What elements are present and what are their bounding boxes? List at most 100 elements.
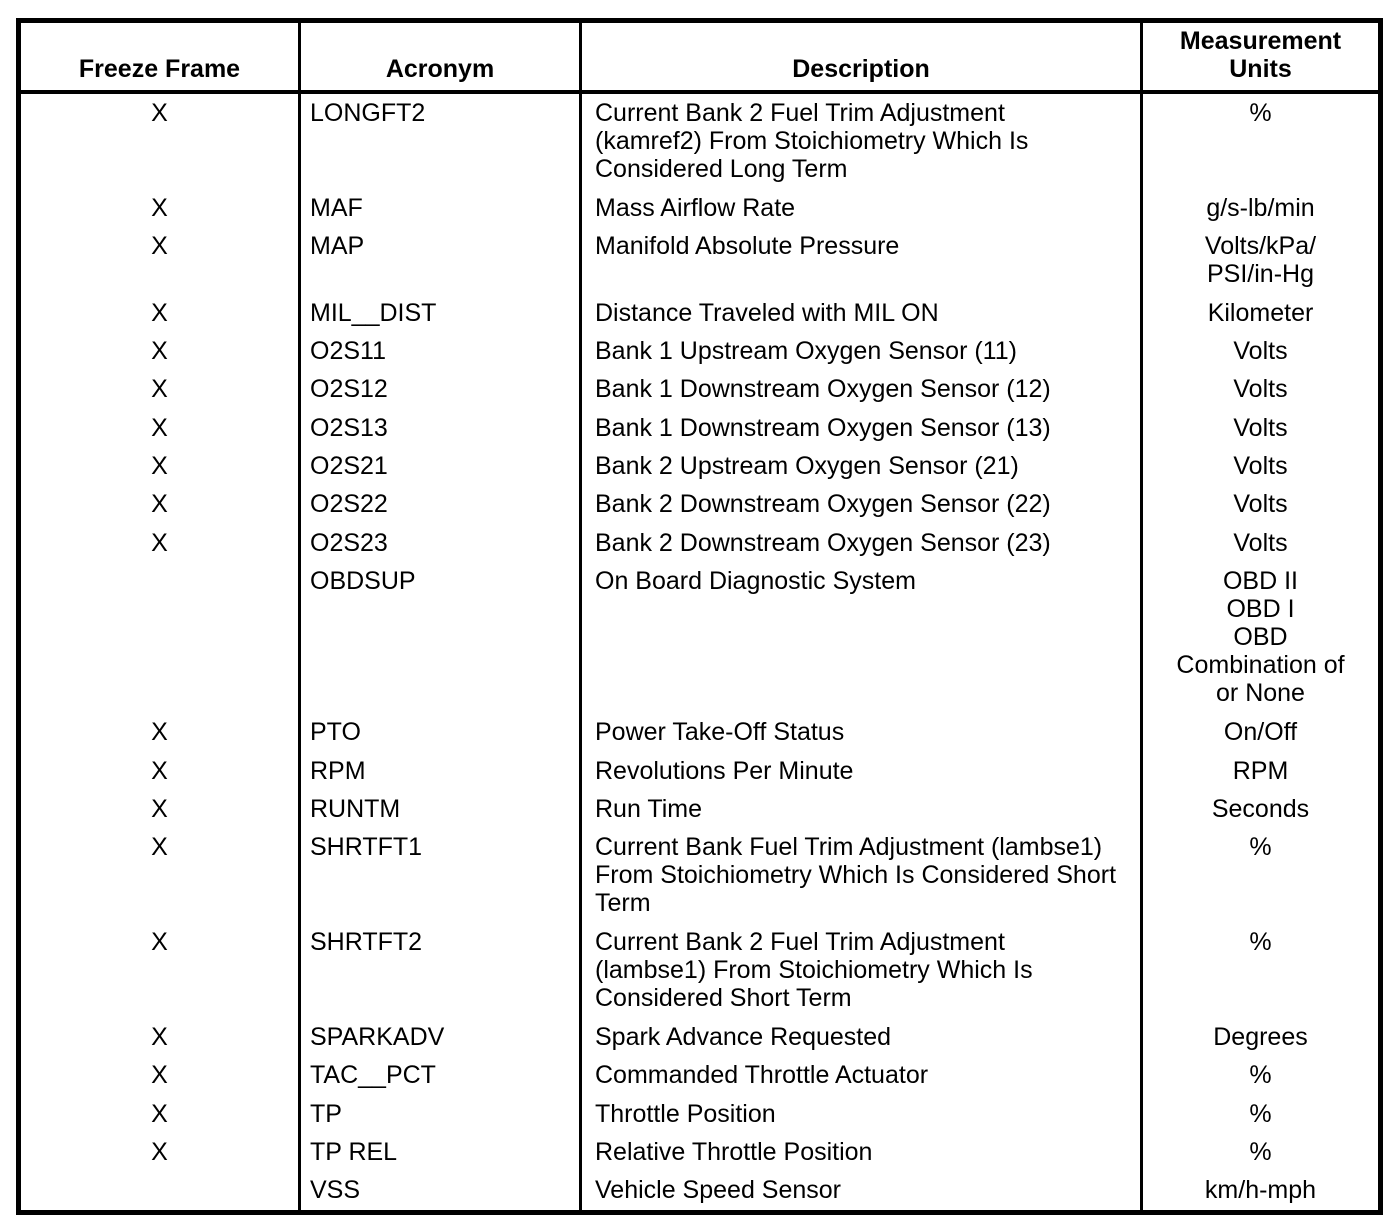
table-row: X O2S23 Bank 2 Downstream Oxygen Sensor … [17, 523, 1382, 563]
acronym-cell: RPM [298, 751, 582, 791]
description-cell: Mass Airflow Rate [579, 188, 1143, 228]
units-cell: % [1140, 828, 1382, 924]
description-cell: Manifold Absolute Pressure [579, 227, 1143, 294]
table-row: X O2S12 Bank 1 Downstream Oxygen Sensor … [17, 370, 1382, 409]
table-row: X O2S13 Bank 1 Downstream Oxygen Sensor … [17, 408, 1382, 448]
table-row: X MIL__DIST Distance Traveled with MIL O… [17, 293, 1382, 333]
freeze-frame-cell [17, 1171, 301, 1213]
freeze-frame-cell: X [17, 92, 301, 189]
table-row: X MAP Manifold Absolute Pressure Volts/k… [17, 227, 1382, 294]
units-cell: RPM [1140, 751, 1382, 791]
table-row: X RUNTM Run Time Seconds [17, 790, 1382, 829]
header-freeze-frame: Freeze Frame [17, 20, 301, 94]
acronym-cell: MIL__DIST [298, 293, 582, 333]
table-row: X LONGFT2 Current Bank 2 Fuel Trim Adjus… [17, 92, 1382, 189]
units-cell: Volts [1140, 485, 1382, 524]
description-cell: Distance Traveled with MIL ON [579, 293, 1143, 333]
acronym-cell: SPARKADV [298, 1018, 582, 1057]
table-row: VSS Vehicle Speed Sensor km/h-mph [17, 1171, 1382, 1213]
table-row: X TP Throttle Position % [17, 1094, 1382, 1134]
acronym-cell: O2S12 [298, 370, 582, 409]
units-cell: Seconds [1140, 790, 1382, 829]
freeze-frame-cell: X [17, 923, 301, 1019]
units-cell: Volts [1140, 447, 1382, 486]
table-row: X PTO Power Take-Off Status On/Off [17, 713, 1382, 752]
description-cell: Bank 1 Downstream Oxygen Sensor (12) [579, 370, 1143, 409]
acronym-cell: VSS [298, 1171, 582, 1213]
table-row: X SHRTFT2 Current Bank 2 Fuel Trim Adjus… [17, 923, 1382, 1019]
units-cell: % [1140, 923, 1382, 1019]
table-row: X TP REL Relative Throttle Position % [17, 1133, 1382, 1172]
description-cell: Spark Advance Requested [579, 1018, 1143, 1057]
acronym-cell: O2S23 [298, 523, 582, 563]
acronym-cell: RUNTM [298, 790, 582, 829]
acronym-cell: OBDSUP [298, 562, 582, 714]
acronym-cell: O2S22 [298, 485, 582, 524]
freeze-frame-cell: X [17, 370, 301, 409]
acronym-cell: SHRTFT1 [298, 828, 582, 924]
description-cell: Bank 2 Downstream Oxygen Sensor (22) [579, 485, 1143, 524]
units-cell: g/s-lb/min [1140, 188, 1382, 228]
description-cell: On Board Diagnostic System [579, 562, 1143, 714]
units-cell: % [1140, 1094, 1382, 1134]
description-cell: Commanded Throttle Actuator [579, 1056, 1143, 1095]
freeze-frame-cell: X [17, 1018, 301, 1057]
acronym-cell: TP [298, 1094, 582, 1134]
units-cell: % [1140, 1056, 1382, 1095]
header-measurement-units: Measurement Units [1140, 20, 1382, 94]
header-row: Freeze Frame Acronym Description Measure… [17, 20, 1382, 94]
acronym-cell: O2S21 [298, 447, 582, 486]
table-row: X SHRTFT1 Current Bank Fuel Trim Adjustm… [17, 828, 1382, 924]
description-cell: Bank 1 Upstream Oxygen Sensor (11) [579, 332, 1143, 371]
description-cell: Relative Throttle Position [579, 1133, 1143, 1172]
freeze-frame-cell: X [17, 828, 301, 924]
units-cell: Volts [1140, 523, 1382, 563]
units-cell: Volts [1140, 370, 1382, 409]
description-cell: Current Bank Fuel Trim Adjustment (lambs… [579, 828, 1143, 924]
acronym-cell: SHRTFT2 [298, 923, 582, 1019]
units-cell: km/h-mph [1140, 1171, 1382, 1213]
units-cell: % [1140, 92, 1382, 189]
freeze-frame-cell [17, 562, 301, 714]
units-cell: Kilometer [1140, 293, 1382, 333]
freeze-frame-cell: X [17, 1094, 301, 1134]
units-cell: Volts [1140, 408, 1382, 448]
table-row: X MAF Mass Airflow Rate g/s-lb/min [17, 188, 1382, 228]
table-row: OBDSUP On Board Diagnostic System OBD II… [17, 562, 1382, 714]
table-row: X SPARKADV Spark Advance Requested Degre… [17, 1018, 1382, 1057]
freeze-frame-cell: X [17, 1056, 301, 1095]
units-cell: Degrees [1140, 1018, 1382, 1057]
freeze-frame-cell: X [17, 332, 301, 371]
table-body: X LONGFT2 Current Bank 2 Fuel Trim Adjus… [17, 92, 1382, 1213]
freeze-frame-cell: X [17, 1133, 301, 1172]
table-row: X O2S11 Bank 1 Upstream Oxygen Sensor (1… [17, 332, 1382, 371]
description-cell: Revolutions Per Minute [579, 751, 1143, 791]
freeze-frame-cell: X [17, 790, 301, 829]
acronym-cell: TP REL [298, 1133, 582, 1172]
table-row: X TAC__PCT Commanded Throttle Actuator % [17, 1056, 1382, 1095]
acronym-cell: TAC__PCT [298, 1056, 582, 1095]
freeze-frame-cell: X [17, 293, 301, 333]
header-acronym: Acronym [298, 20, 582, 94]
description-cell: Current Bank 2 Fuel Trim Adjustment (kam… [579, 92, 1143, 189]
units-cell: Volts/kPa/ PSI/in-Hg [1140, 227, 1382, 294]
units-cell: On/Off [1140, 713, 1382, 752]
description-cell: Vehicle Speed Sensor [579, 1171, 1143, 1213]
description-cell: Bank 2 Downstream Oxygen Sensor (23) [579, 523, 1143, 563]
acronym-cell: O2S11 [298, 332, 582, 371]
freeze-frame-cell: X [17, 713, 301, 752]
freeze-frame-cell: X [17, 447, 301, 486]
description-cell: Bank 2 Upstream Oxygen Sensor (21) [579, 447, 1143, 486]
freeze-frame-cell: X [17, 485, 301, 524]
description-cell: Bank 1 Downstream Oxygen Sensor (13) [579, 408, 1143, 448]
units-cell: % [1140, 1133, 1382, 1172]
acronym-cell: LONGFT2 [298, 92, 582, 189]
freeze-frame-parameter-table: Freeze Frame Acronym Description Measure… [16, 18, 1383, 1215]
acronym-cell: MAF [298, 188, 582, 228]
table-row: X O2S21 Bank 2 Upstream Oxygen Sensor (2… [17, 447, 1382, 486]
freeze-frame-cell: X [17, 188, 301, 228]
freeze-frame-cell: X [17, 523, 301, 563]
description-cell: Throttle Position [579, 1094, 1143, 1134]
units-cell: OBD II OBD I OBD Combination of or None [1140, 562, 1382, 714]
